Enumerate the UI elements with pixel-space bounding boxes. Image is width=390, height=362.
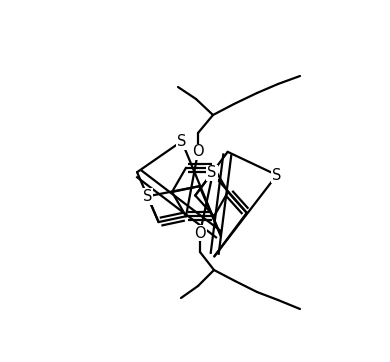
Text: O: O xyxy=(194,226,206,240)
Text: O: O xyxy=(192,144,204,160)
Text: S: S xyxy=(177,134,186,149)
Text: S: S xyxy=(143,189,152,204)
Text: S: S xyxy=(272,168,282,182)
Text: S: S xyxy=(207,165,217,181)
